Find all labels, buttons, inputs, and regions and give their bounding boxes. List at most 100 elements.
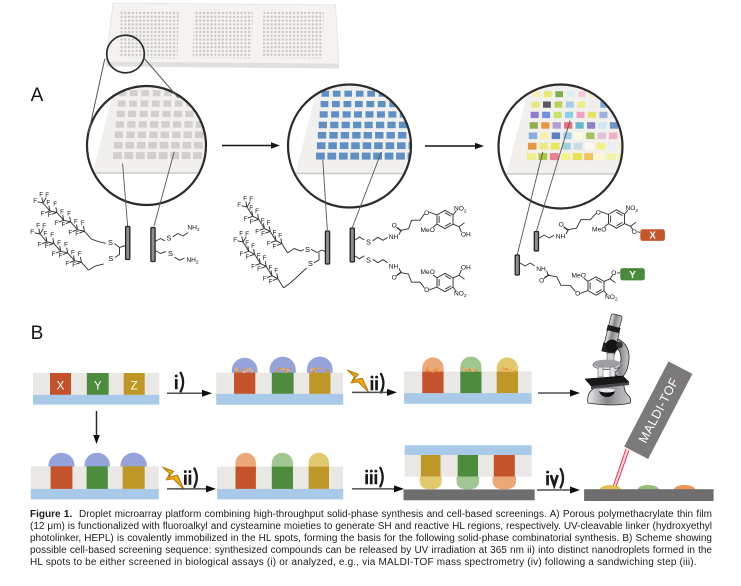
svg-text:O: O	[559, 222, 564, 229]
svg-text:S: S	[108, 238, 113, 247]
svg-text:S: S	[108, 254, 113, 263]
svg-text:F: F	[269, 278, 273, 285]
svg-text:F: F	[78, 251, 82, 258]
svg-text:F: F	[30, 229, 34, 236]
svg-text:S: S	[308, 259, 313, 268]
svg-text:S: S	[305, 245, 310, 254]
svg-text:F: F	[38, 242, 42, 249]
svg-text:NH: NH	[389, 264, 399, 271]
svg-text:F: F	[42, 223, 46, 230]
svg-text:B: B	[31, 323, 44, 344]
svg-text:F: F	[55, 220, 59, 227]
svg-text:F: F	[65, 261, 69, 268]
svg-text:F: F	[53, 201, 57, 208]
svg-text:F: F	[45, 192, 49, 199]
svg-text:F: F	[61, 222, 65, 229]
svg-text:F: F	[255, 208, 259, 215]
svg-text:NH: NH	[536, 266, 546, 273]
svg-text:X: X	[649, 231, 656, 242]
svg-text:O: O	[392, 222, 397, 229]
svg-text:NH2: NH2	[186, 257, 199, 266]
svg-text:NH: NH	[389, 234, 399, 241]
svg-text:F: F	[52, 251, 56, 258]
svg-text:F: F	[43, 231, 47, 238]
svg-text:F: F	[46, 200, 50, 207]
svg-text:MeO: MeO	[592, 227, 606, 234]
svg-text:F: F	[249, 219, 253, 226]
svg-text:O: O	[611, 270, 616, 277]
svg-text:Y: Y	[94, 380, 102, 392]
svg-text:F: F	[58, 253, 62, 260]
svg-text:F: F	[249, 196, 253, 203]
svg-text:X: X	[57, 380, 65, 392]
svg-text:F: F	[261, 217, 265, 224]
svg-text:O: O	[424, 210, 429, 217]
svg-text:A: A	[31, 85, 44, 106]
svg-text:F: F	[72, 262, 76, 269]
svg-text:F: F	[71, 250, 75, 257]
svg-text:F: F	[237, 202, 241, 209]
svg-text:Y: Y	[629, 270, 636, 281]
svg-text:F: F	[67, 211, 71, 218]
svg-text:F: F	[39, 192, 43, 199]
svg-text:F: F	[245, 254, 249, 261]
svg-text:S: S	[366, 256, 371, 265]
svg-text:F: F	[273, 243, 277, 250]
svg-text:F: F	[57, 240, 61, 247]
svg-text:MeO: MeO	[572, 272, 586, 279]
svg-text:O: O	[596, 209, 601, 216]
svg-text:F: F	[64, 242, 68, 249]
svg-text:F: F	[245, 231, 249, 238]
svg-text:O: O	[632, 229, 637, 236]
svg-text:F: F	[50, 232, 54, 239]
svg-text:F: F	[48, 212, 52, 219]
svg-text:NO2: NO2	[454, 206, 467, 215]
svg-text:F: F	[243, 196, 247, 203]
svg-text:F: F	[278, 232, 282, 239]
svg-text:F: F	[233, 237, 237, 244]
svg-text:F: F	[36, 223, 40, 230]
svg-text:F: F	[251, 243, 255, 250]
svg-text:F: F	[255, 228, 259, 235]
svg-text:F: F	[267, 220, 271, 227]
svg-text:NO2: NO2	[625, 205, 638, 214]
svg-text:NH2: NH2	[187, 225, 200, 234]
svg-text:F: F	[274, 267, 278, 274]
svg-text:S: S	[167, 233, 172, 242]
svg-text:O: O	[575, 290, 580, 297]
svg-text:F: F	[263, 276, 267, 283]
svg-text:F: F	[251, 263, 255, 270]
svg-text:OH: OH	[461, 232, 471, 239]
svg-text:F: F	[249, 205, 253, 212]
svg-text:F: F	[268, 265, 272, 272]
svg-text:S: S	[168, 249, 173, 258]
svg-text:F: F	[68, 230, 72, 237]
svg-text:F: F	[75, 231, 79, 238]
svg-text:F: F	[74, 219, 78, 226]
svg-text:MeO: MeO	[421, 227, 435, 234]
svg-text:F: F	[60, 209, 64, 216]
svg-text:NO2: NO2	[605, 294, 618, 303]
svg-text:O: O	[424, 287, 429, 294]
svg-text:F: F	[33, 198, 37, 205]
svg-text:Z: Z	[131, 380, 138, 392]
svg-text:F: F	[245, 240, 249, 247]
svg-text:F: F	[240, 251, 244, 258]
svg-text:F: F	[244, 216, 248, 223]
svg-text:F: F	[45, 243, 49, 250]
svg-text:S: S	[366, 238, 371, 247]
svg-text:OH: OH	[461, 264, 471, 271]
svg-text:F: F	[263, 255, 267, 262]
svg-text:O: O	[539, 277, 544, 284]
svg-text:F: F	[261, 231, 265, 238]
svg-text:O: O	[392, 275, 397, 282]
svg-text:F: F	[272, 230, 276, 237]
svg-text:F: F	[257, 252, 261, 259]
svg-text:F: F	[81, 220, 85, 227]
svg-text:NO2: NO2	[454, 290, 467, 299]
svg-text:F: F	[239, 231, 243, 238]
svg-text:MeO: MeO	[421, 269, 435, 276]
svg-text:F: F	[41, 211, 45, 218]
svg-text:NH: NH	[556, 234, 566, 241]
svg-text:F: F	[257, 266, 261, 273]
